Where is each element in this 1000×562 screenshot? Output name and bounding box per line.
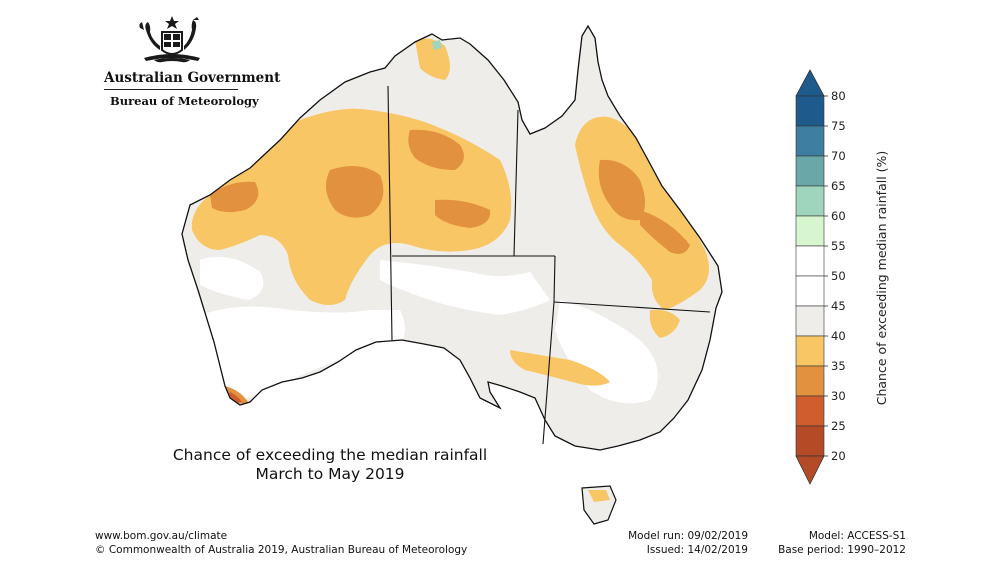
state-borders xyxy=(387,85,711,445)
title-divider xyxy=(104,89,238,90)
colorbar-tick-label: 45 xyxy=(831,299,846,313)
colorbar-bin xyxy=(795,425,825,457)
colorbar-tick-label: 70 xyxy=(831,149,846,163)
colorbar-bin xyxy=(795,95,825,127)
below-median-region-tasmania xyxy=(588,490,610,502)
australia-outlook-map xyxy=(181,24,723,525)
neutral-area-west-coast xyxy=(200,256,264,300)
colorbar-bin xyxy=(795,155,825,187)
colorbar-tick-label: 20 xyxy=(831,449,846,463)
colorbar-tick-label: 25 xyxy=(831,419,846,433)
coastline xyxy=(181,24,723,451)
colorbar-bin xyxy=(795,215,825,247)
colorbar-tick-label: 75 xyxy=(831,119,846,133)
colorbar-tick-label: 65 xyxy=(831,179,846,193)
footer-model-run: Model run: 09/02/2019 xyxy=(628,530,748,542)
lower-tercile-core-coastal-queensland xyxy=(640,210,690,254)
colorbar-bin xyxy=(795,125,825,157)
map-title: Chance of exceeding the median rainfall … xyxy=(150,446,510,484)
neutral-area-southwest xyxy=(190,306,405,405)
bureau-title: Bureau of Meteorology xyxy=(110,94,259,108)
government-title: Australian Government xyxy=(104,70,281,86)
footer-issued: Issued: 14/02/2019 xyxy=(646,544,748,556)
colorbar-bin xyxy=(795,245,825,277)
colorbar-tick-label: 30 xyxy=(831,389,846,403)
colorbar-tick-label: 80 xyxy=(831,89,846,103)
colorbar-arrow-bottom xyxy=(795,455,825,485)
footer-model-info: Model: ACCESS-S1 Base period: 1990–2012 xyxy=(760,529,906,557)
below-median-region-top-end xyxy=(415,38,450,80)
colorbar-bin xyxy=(795,305,825,337)
coat-of-arms-logo xyxy=(139,16,200,63)
neutral-area-central xyxy=(380,260,550,315)
below-median-region-coastal-nsw xyxy=(649,309,680,338)
lower-tercile-core-south xyxy=(435,199,491,228)
colorbar-bin xyxy=(795,335,825,367)
colorbar-tick-label: 50 xyxy=(831,269,846,283)
colorbar-legend: 80 75 70 65 60 55 50 45 40 35 30 25 20 Chance of exc… xyxy=(795,69,889,485)
colorbar-tick-label: 40 xyxy=(831,329,846,343)
colorbar-arrow-top xyxy=(795,69,825,97)
footer-left: www.bom.gov.au/climate © Commonwealth of… xyxy=(95,529,467,557)
below-median-region-southeast xyxy=(510,350,610,386)
lower-tercile-core-pilbara xyxy=(210,181,259,213)
colorbar-bin xyxy=(795,395,825,427)
lower-tercile-core-centre xyxy=(408,129,464,170)
colorbar-bins xyxy=(795,95,825,457)
footer-copyright: © Commonwealth of Australia 2019, Austra… xyxy=(95,544,468,556)
map-title-line-2: March to May 2019 xyxy=(255,465,405,483)
footer-model-dates: Model run: 09/02/2019 Issued: 14/02/2019 xyxy=(614,529,748,557)
map-title-line-1: Chance of exceeding the median rainfall xyxy=(172,446,488,464)
footer-url: www.bom.gov.au/climate xyxy=(95,530,228,542)
colorbar-bin xyxy=(795,365,825,397)
footer-base-period: Base period: 1990–2012 xyxy=(778,544,906,556)
colorbar-tick-label: 55 xyxy=(831,239,846,253)
colorbar-tick-label: 60 xyxy=(831,209,846,223)
above-median-spot-top-end xyxy=(432,40,442,50)
colorbar-title: Chance of exceeding median rainfall (%) xyxy=(874,151,889,406)
footer-model: Model: ACCESS-S1 xyxy=(808,530,906,542)
lower-tercile-core-queensland xyxy=(598,159,645,221)
lower-tercile-core-west xyxy=(326,166,384,218)
colorbar-bin xyxy=(795,185,825,217)
colorbar-tick-labels: 80 75 70 65 60 55 50 45 40 35 30 25 20 xyxy=(824,89,846,463)
colorbar-bin xyxy=(795,275,825,307)
colorbar-tick-label: 35 xyxy=(831,359,846,373)
